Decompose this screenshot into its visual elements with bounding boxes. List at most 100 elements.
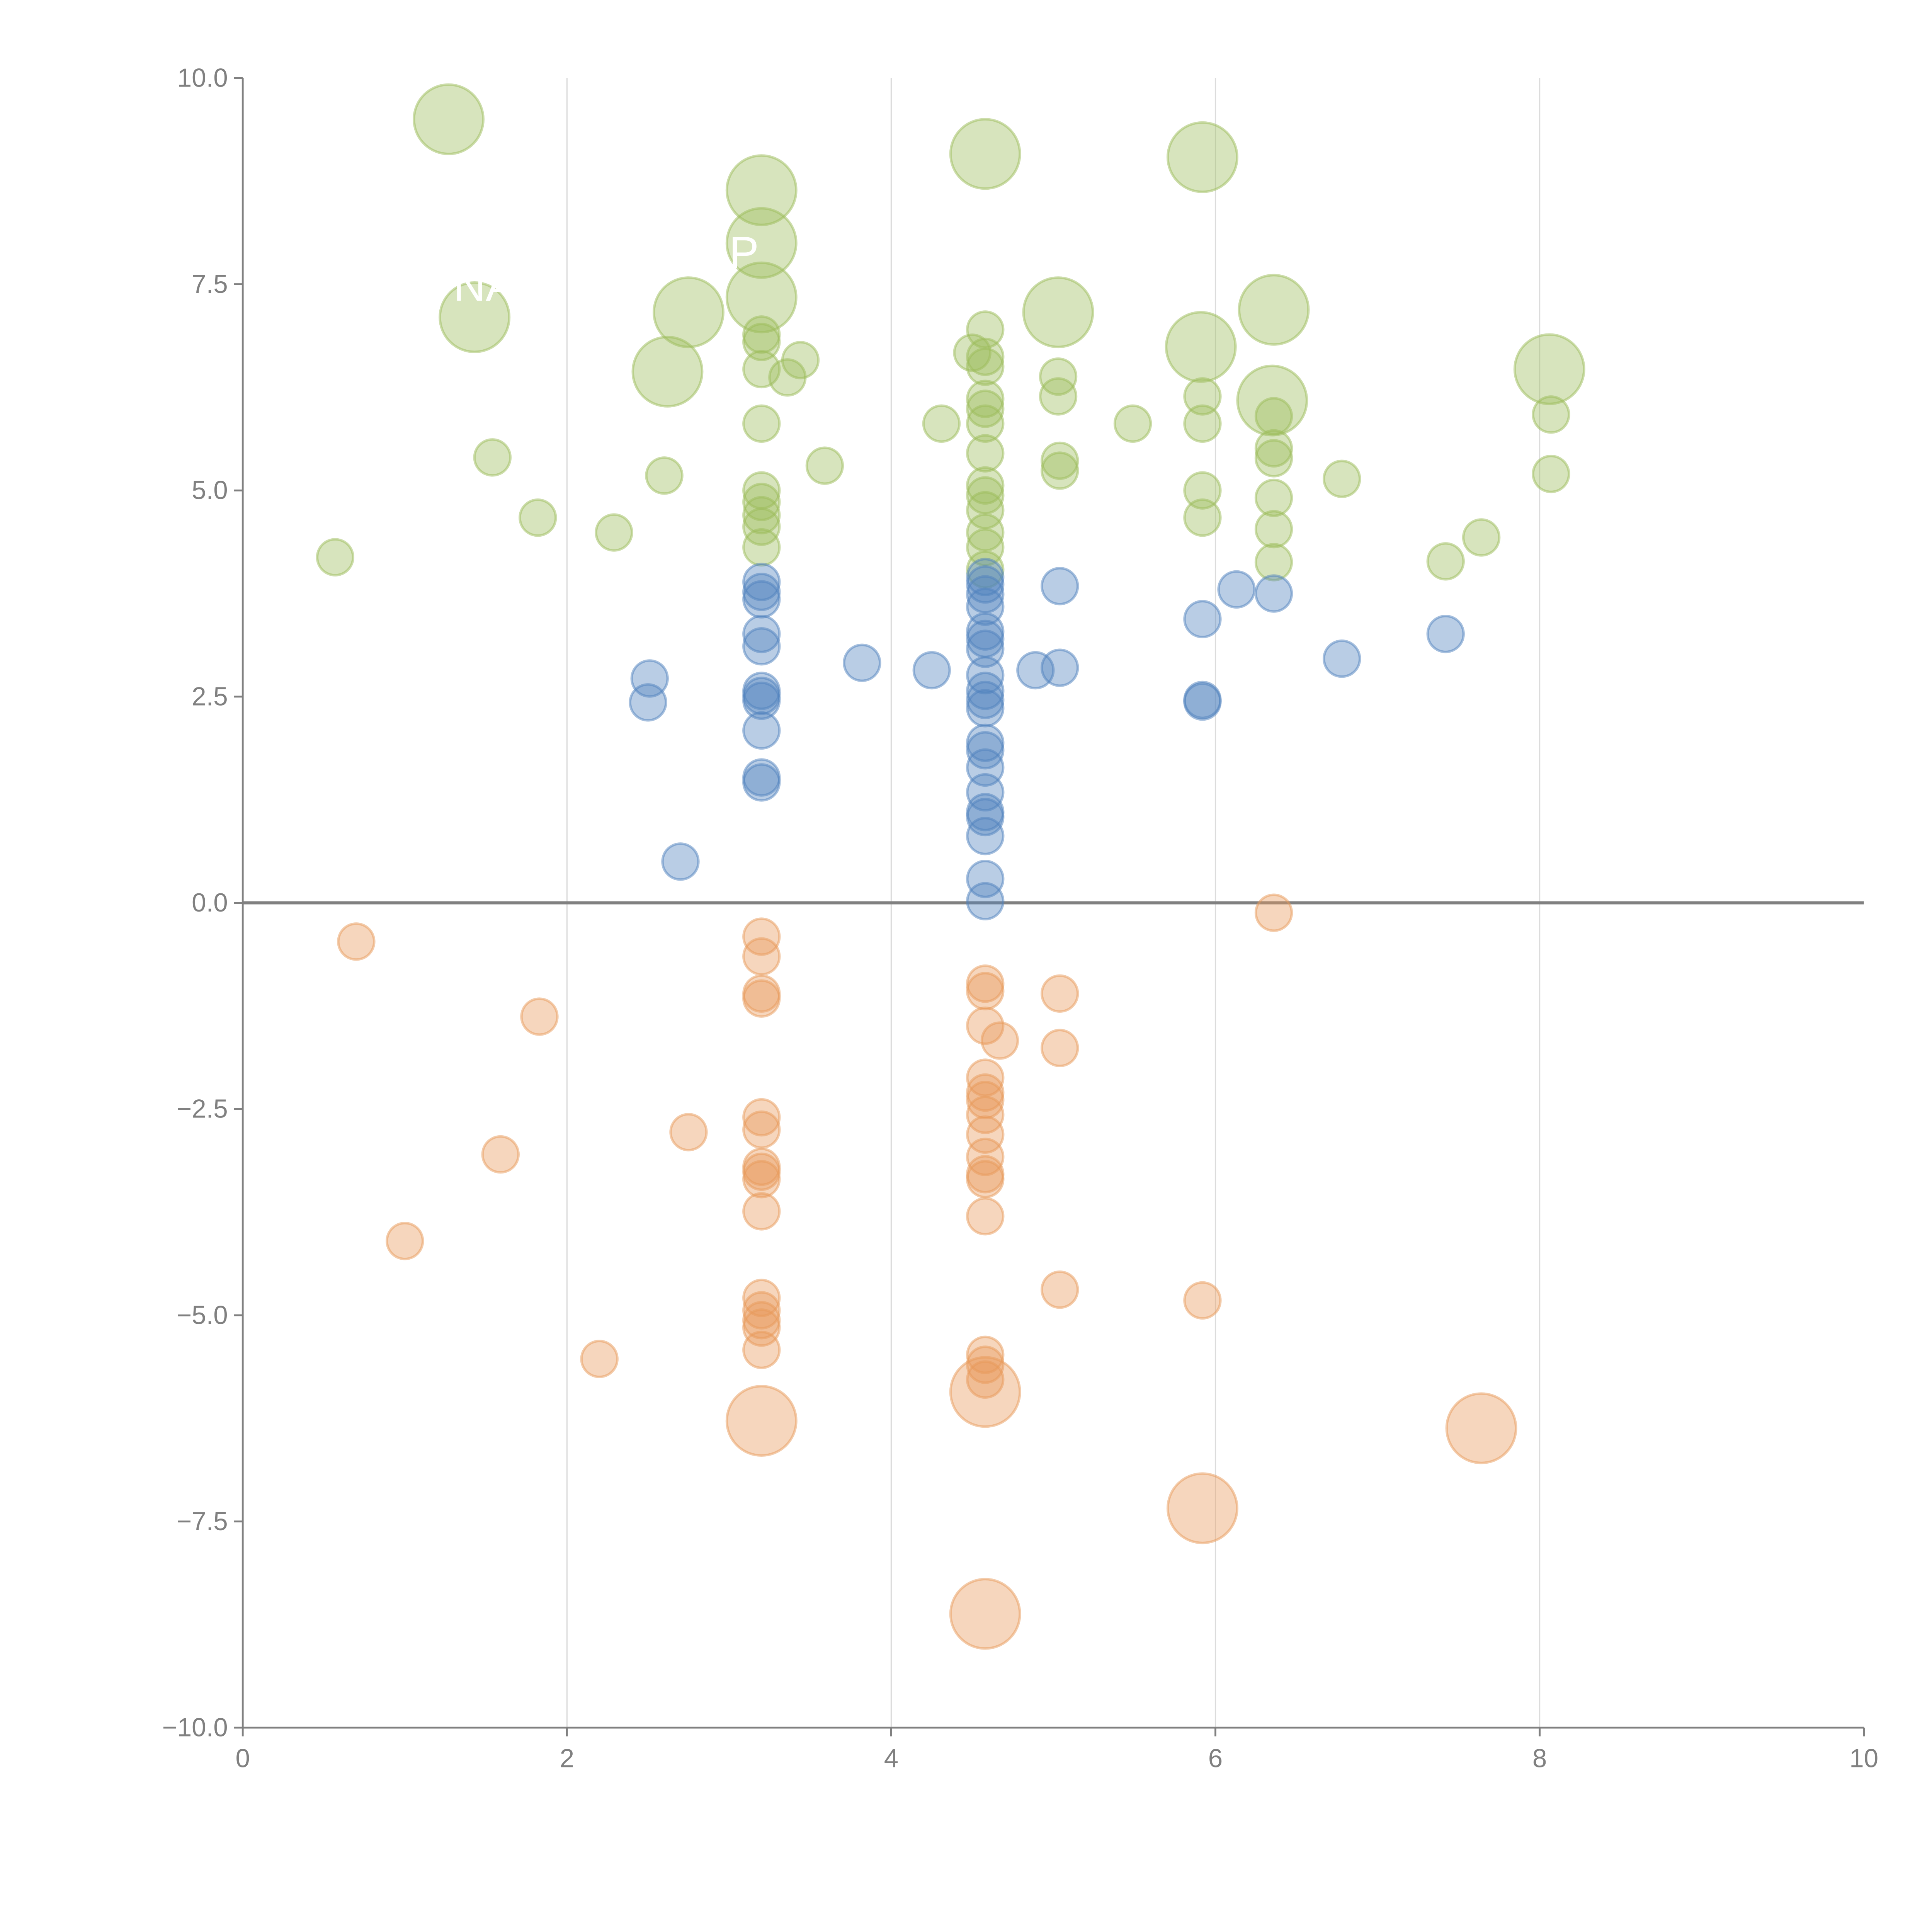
data-point [1238, 274, 1310, 346]
data-point [1532, 395, 1570, 434]
data-point [966, 1006, 1005, 1045]
y-tick: −7.5 [177, 1507, 243, 1536]
data-point [661, 842, 700, 881]
data-point [1041, 567, 1079, 605]
data-point [1426, 614, 1465, 653]
y-tick-label: −7.5 [177, 1507, 228, 1536]
data-point [1183, 682, 1222, 721]
data-point [580, 1340, 619, 1378]
x-tick: 2 [560, 1728, 574, 1773]
data-point [725, 261, 798, 333]
data-point [1532, 454, 1570, 493]
data-point [1113, 404, 1152, 443]
data-point [966, 972, 1005, 1010]
data-point [519, 498, 557, 537]
x-tick-label: 4 [884, 1744, 898, 1773]
data-point [742, 507, 781, 546]
data-point [1254, 397, 1293, 435]
series-mid [629, 558, 1465, 920]
data-point [742, 763, 781, 802]
data-point [742, 711, 781, 750]
data-point [742, 681, 781, 720]
data-point [1462, 518, 1501, 557]
data-point [742, 1308, 781, 1347]
data-point [742, 1160, 781, 1199]
data-point [1183, 498, 1222, 537]
data-point [1323, 639, 1361, 678]
data-point [1254, 543, 1293, 582]
data-point [1183, 1281, 1222, 1320]
data-point [966, 1197, 1005, 1236]
y-tick: 7.5 [192, 270, 243, 299]
data-point [1041, 451, 1079, 490]
data-point [966, 1115, 1005, 1154]
data-point [1041, 1029, 1079, 1067]
y-tick: 0.0 [192, 888, 243, 917]
data-point [742, 496, 781, 534]
y-tick-label: 0.0 [192, 888, 228, 917]
data-point [725, 1385, 798, 1457]
data-point [966, 1160, 1005, 1199]
data-point [1426, 542, 1465, 581]
annotations: NA P [454, 228, 759, 310]
data-point [1041, 441, 1079, 480]
data-point [1513, 333, 1585, 405]
data-point [966, 434, 1005, 473]
data-point [473, 438, 512, 477]
data-point [1254, 510, 1293, 549]
data-point [725, 207, 798, 279]
y-tick-label: 2.5 [192, 682, 228, 711]
data-point [595, 513, 633, 552]
data-point [1183, 471, 1222, 510]
data-point [653, 276, 724, 349]
data-point [1183, 377, 1222, 416]
x-tick-label: 6 [1208, 1744, 1223, 1773]
data-point [768, 358, 807, 397]
annotation-label: P [729, 228, 759, 277]
data-point [520, 997, 559, 1036]
data-point [742, 937, 781, 976]
data-point [949, 1356, 1021, 1428]
data-point [742, 1330, 781, 1369]
data-point [1166, 121, 1238, 193]
data-point [949, 118, 1021, 190]
data-point [631, 335, 704, 408]
x-tick: 4 [884, 1728, 898, 1773]
data-point [742, 917, 781, 956]
y-tick: 5.0 [192, 476, 243, 505]
x-tick-label: 0 [235, 1744, 250, 1773]
data-point [439, 281, 511, 353]
data-point [1041, 648, 1079, 687]
data-point [742, 614, 781, 653]
annotation-label: NA [454, 261, 515, 310]
data-point [645, 456, 684, 495]
data-point [966, 1345, 1005, 1384]
data-point [1217, 570, 1256, 609]
x-axis-ticks: 0 2 4 6 8 10 [235, 1728, 1878, 1773]
y-tick-label: −10.0 [162, 1713, 228, 1742]
data-point [1041, 974, 1079, 1013]
data-point [1022, 276, 1094, 349]
data-point [966, 347, 1005, 386]
series-high [316, 83, 1585, 589]
data-point [1166, 1472, 1238, 1544]
data-point [1165, 311, 1237, 383]
data-point [742, 323, 781, 361]
data-point [742, 404, 781, 443]
data-point [966, 565, 1005, 604]
x-tick: 0 [235, 1728, 250, 1773]
data-point [1323, 459, 1361, 498]
data-point [922, 404, 961, 443]
y-tick-label: −5.0 [177, 1301, 228, 1330]
data-point [966, 689, 1005, 728]
x-tick: 8 [1532, 1728, 1547, 1773]
data-point [966, 859, 1005, 898]
data-point [966, 404, 1005, 443]
data-point [966, 1360, 1005, 1399]
data-point [413, 83, 485, 155]
data-point [912, 651, 951, 690]
x-tick: 10 [1849, 1728, 1878, 1773]
y-tick-label: 5.0 [192, 476, 228, 505]
y-tick-label: −2.5 [177, 1095, 228, 1124]
data-point [1183, 404, 1222, 443]
